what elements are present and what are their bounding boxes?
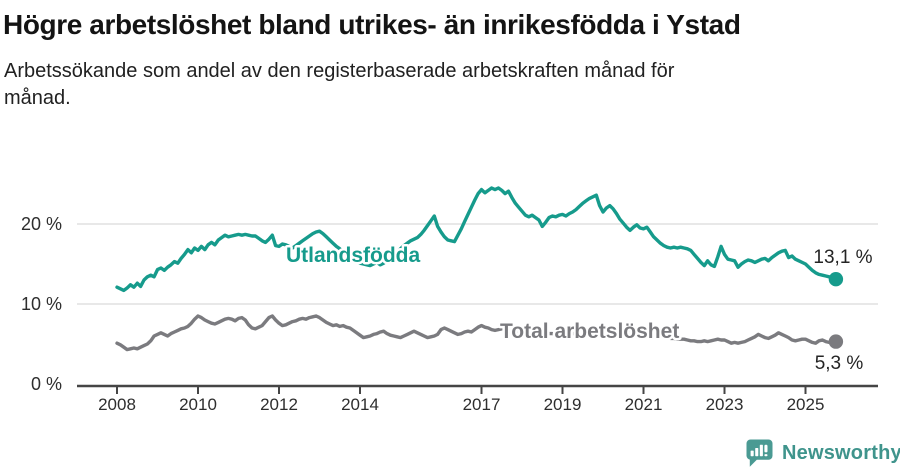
- newsworthy-logo-text: Newsworthy: [782, 442, 900, 464]
- series-line-0: [115, 186, 838, 293]
- chart-title: Högre arbetslöshet bland utrikes- än inr…: [3, 9, 741, 40]
- x-tick-label-2012: 2012: [260, 395, 298, 414]
- end-value-label-total: 5,3 %: [815, 353, 864, 374]
- gridlines: 0 % 10 % 20 %: [21, 214, 878, 394]
- x-tick-label-2019: 2019: [544, 395, 582, 414]
- series-lines: [115, 186, 844, 352]
- x-tick-label-2014: 2014: [341, 395, 379, 414]
- chart-subtitle: Arbetssökande som andel av den registerb…: [4, 60, 675, 109]
- x-tick-label-2010: 2010: [179, 395, 217, 414]
- series-end-dot-1: [828, 334, 844, 349]
- y-axis-label-20: 20 %: [21, 214, 62, 234]
- x-axis: 2008 2010 2012 2014 2017 2019 2021 2023 2025: [77, 384, 878, 414]
- newsworthy-logo[interactable]: Newsworthy: [744, 438, 900, 469]
- chart-labels: Utlandsfödda Total arbetslöshet 13,1 % 5…: [284, 242, 873, 375]
- x-tick-label-2025: 2025: [787, 395, 825, 414]
- x-tick-label-2008: 2008: [98, 395, 136, 414]
- x-tick-label-2021: 2021: [625, 395, 663, 414]
- y-axis-label-10: 10 %: [21, 294, 62, 314]
- end-value-label-utlandsfodda: 13,1 %: [813, 247, 872, 268]
- series-label-total-arbetsloshet: Total arbetslöshet: [500, 320, 679, 343]
- newsworthy-speech-bubble-icon: [746, 439, 773, 467]
- series-end-dot-0: [828, 272, 844, 287]
- series-label-utlandsfodda: Utlandsfödda: [286, 244, 420, 267]
- x-tick-label-2023: 2023: [706, 395, 744, 414]
- x-tick-label-2017: 2017: [463, 395, 501, 414]
- y-axis-label-0: 0 %: [31, 374, 62, 394]
- series-line-1: [115, 314, 838, 352]
- line-chart-canvas: 0 % 10 % 20 % 2008 2010 2012 2014 2017 2019 2021…: [21, 186, 878, 414]
